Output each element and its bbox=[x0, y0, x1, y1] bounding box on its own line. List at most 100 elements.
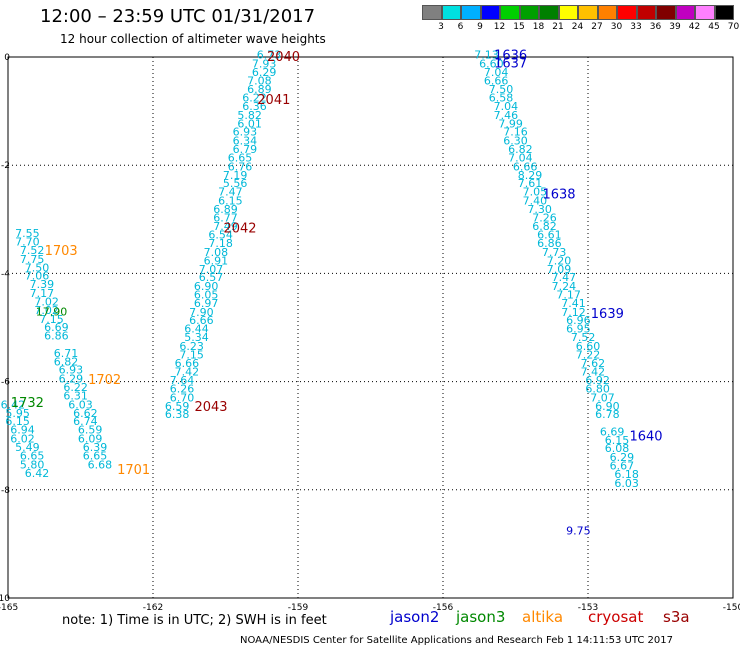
swh-value-label: 6.95 bbox=[566, 323, 591, 336]
swh-value-label: 7.42 bbox=[581, 365, 606, 378]
swh-value-label: 6.60 bbox=[576, 340, 601, 353]
swh-value-label: 6.92 bbox=[585, 374, 610, 387]
x-tick-label: -165 bbox=[0, 603, 18, 613]
swh-value-label: 7.41 bbox=[561, 297, 586, 310]
satellite-legend-item: s3a bbox=[663, 608, 690, 626]
swh-value-label: 5.56 bbox=[223, 177, 248, 190]
swh-value-label: 6.03 bbox=[68, 398, 93, 411]
swh-value-label: 6.59 bbox=[78, 424, 103, 437]
swh-value-label: 6.42 bbox=[1, 398, 26, 411]
swh-value-label: 6.77 bbox=[213, 212, 238, 225]
x-tick-label: -150 bbox=[723, 603, 740, 613]
time-label: 1732 bbox=[11, 396, 44, 411]
x-tick-label: -159 bbox=[288, 603, 309, 613]
y-tick-label: 0 bbox=[4, 53, 10, 63]
swh-value-label: 6.70 bbox=[170, 391, 195, 404]
chart-title: 12:00 – 23:59 UTC 01/31/2017 bbox=[40, 6, 316, 27]
swh-value-label: 6.82 bbox=[508, 143, 533, 156]
swh-value-label: 7.04 bbox=[508, 152, 533, 165]
swh-value-label: 7.39 bbox=[30, 278, 55, 291]
plot-frame bbox=[7, 56, 734, 599]
swh-value-label: 7.02 bbox=[34, 304, 59, 317]
swh-value-label: 7.46 bbox=[494, 109, 519, 122]
swh-value-label: 6.66 bbox=[189, 314, 214, 327]
swh-value-label: 7.24 bbox=[552, 280, 577, 293]
swh-value-label: 6.73 bbox=[257, 48, 282, 61]
swh-value-label: 6.86 bbox=[537, 237, 562, 250]
time-label: 1702 bbox=[88, 373, 121, 388]
color-scale-label: 21 bbox=[552, 22, 564, 32]
swh-value-label: 7.04 bbox=[484, 66, 509, 79]
swh-value-label: 6.29 bbox=[610, 451, 635, 464]
swh-value-label: 6.82 bbox=[54, 356, 79, 369]
x-tick-label: -162 bbox=[143, 603, 163, 613]
color-scale-swatch bbox=[539, 5, 559, 20]
swh-value-label: 6.65 bbox=[20, 450, 45, 463]
color-scale-label: 9 bbox=[477, 22, 483, 32]
x-tick-label: -156 bbox=[433, 603, 454, 613]
color-scale-label: 33 bbox=[630, 22, 642, 32]
swh-value-label: 6.78 bbox=[595, 408, 620, 421]
swh-value-label: 7.07 bbox=[199, 263, 224, 276]
swh-value-label: 8.29 bbox=[518, 169, 543, 182]
swh-value-label: 6.61 bbox=[537, 228, 562, 241]
time-label: 1637 bbox=[494, 56, 527, 71]
swh-value-label: 7.55 bbox=[15, 227, 40, 240]
swh-value-label: 6.26 bbox=[170, 383, 195, 396]
swh-value-label: 5.49 bbox=[15, 441, 40, 454]
swh-value-label: 6.44 bbox=[184, 323, 209, 336]
swh-value-label: 9.75 bbox=[566, 524, 591, 537]
swh-value-label: 6.97 bbox=[194, 297, 219, 310]
swh-value-label: 7.52 bbox=[20, 244, 45, 257]
swh-value-label: 6.29 bbox=[252, 66, 277, 79]
credit-line: NOAA/NESDIS Center for Satellite Applica… bbox=[240, 635, 673, 646]
color-scale-swatch bbox=[597, 5, 617, 20]
color-scale-swatch bbox=[519, 5, 539, 20]
swh-value-label: 7.15 bbox=[39, 313, 64, 326]
swh-value-label: 7.12 bbox=[561, 306, 586, 319]
swh-value-label: 7.15 bbox=[179, 349, 204, 362]
time-label: 1639 bbox=[591, 307, 624, 322]
y-tick-label: -4 bbox=[1, 269, 10, 279]
swh-value-label: 5.95 bbox=[5, 407, 30, 420]
swh-value-label: 7.18 bbox=[208, 237, 233, 250]
swh-value-label: 7.04 bbox=[494, 100, 519, 113]
color-scale-swatch bbox=[422, 5, 442, 20]
swh-value-label: 6.89 bbox=[247, 83, 272, 96]
color-scale-label: 36 bbox=[649, 22, 662, 32]
swh-value-label: 7.49 bbox=[213, 220, 238, 233]
time-label: 1701 bbox=[117, 463, 150, 478]
swh-value-label: 7.40 bbox=[523, 194, 548, 207]
swh-value-label: 7.19 bbox=[223, 169, 248, 182]
color-scale-swatch bbox=[500, 5, 520, 20]
swh-value-label: 7.52 bbox=[571, 331, 596, 344]
swh-value-label: 6.65 bbox=[83, 450, 108, 463]
y-tick-label: -2 bbox=[1, 161, 10, 171]
color-scale-label: 15 bbox=[513, 22, 525, 32]
swh-value-label: 7.26 bbox=[532, 212, 557, 225]
swh-value-label: 6.79 bbox=[233, 143, 258, 156]
swh-value-label: 7.13 bbox=[474, 48, 499, 61]
swh-value-label: 6.60 bbox=[479, 57, 504, 70]
color-scale-swatch bbox=[558, 5, 578, 20]
swh-value-label: 5.80 bbox=[20, 458, 45, 471]
swh-value-label: 6.86 bbox=[44, 330, 69, 343]
color-scale-label: 3 bbox=[438, 22, 444, 32]
swh-value-label: 7.06 bbox=[25, 270, 50, 283]
color-scale-swatches bbox=[422, 5, 740, 20]
swh-value-label: 7.30 bbox=[527, 203, 552, 216]
swh-value-label: 6.89 bbox=[213, 203, 238, 216]
swh-value-label: 6.80 bbox=[585, 383, 610, 396]
swh-value-label: 7.08 bbox=[204, 246, 229, 259]
color-scale-label: 39 bbox=[669, 22, 681, 32]
swh-value-label: 7.02 bbox=[34, 296, 59, 309]
swh-value-label: 7.09 bbox=[547, 263, 572, 276]
swh-value-label: 6.22 bbox=[63, 381, 88, 394]
swh-value-label: 7.07 bbox=[590, 391, 615, 404]
swh-value-label: 7.90 bbox=[189, 306, 214, 319]
swh-value-label: 6.03 bbox=[614, 477, 639, 490]
color-scale-label: 27 bbox=[591, 22, 603, 32]
swh-value-label: 6.62 bbox=[73, 407, 98, 420]
